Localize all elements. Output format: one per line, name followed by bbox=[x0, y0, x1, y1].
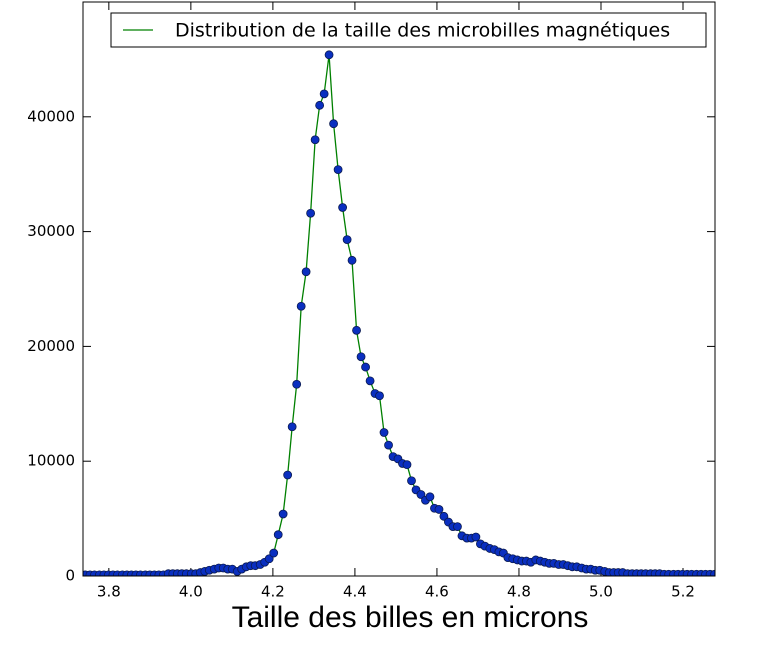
data-point bbox=[264, 554, 274, 564]
data-point bbox=[287, 422, 297, 432]
data-point bbox=[333, 165, 343, 175]
y-tick-label: 20000 bbox=[27, 337, 75, 355]
x-tick-label: 4.2 bbox=[261, 583, 285, 601]
y-tick-label: 10000 bbox=[27, 452, 75, 470]
data-point bbox=[329, 119, 338, 129]
x-axis-label: Taille des billes en microns bbox=[232, 601, 589, 634]
data-point bbox=[273, 530, 283, 540]
data-point bbox=[434, 505, 444, 514]
data-point bbox=[402, 460, 412, 470]
data-point bbox=[453, 522, 462, 532]
legend-box bbox=[110, 12, 707, 48]
data-point bbox=[269, 548, 279, 558]
data-point bbox=[425, 492, 435, 502]
x-tick-label: 4.4 bbox=[343, 583, 367, 601]
plot-frame bbox=[82, 1, 716, 577]
data-point bbox=[356, 352, 366, 362]
data-point bbox=[342, 235, 352, 245]
data-point bbox=[278, 509, 288, 519]
data-point bbox=[315, 100, 325, 110]
data-point bbox=[439, 511, 449, 521]
data-point bbox=[375, 391, 384, 401]
x-tick-label: 4.6 bbox=[425, 583, 449, 601]
y-tick-label: 40000 bbox=[27, 107, 75, 125]
data-point bbox=[365, 376, 375, 386]
data-point bbox=[310, 135, 320, 145]
data-point bbox=[283, 470, 293, 480]
legend: Distribution de la taille des microbille… bbox=[110, 12, 707, 48]
data-point bbox=[361, 362, 370, 372]
x-tick-label: 5.2 bbox=[671, 583, 695, 601]
data-point bbox=[338, 203, 348, 212]
data-point bbox=[407, 476, 416, 486]
y-tick-label: 30000 bbox=[27, 222, 75, 240]
data-point bbox=[416, 490, 426, 499]
data-point bbox=[319, 89, 329, 99]
data-point bbox=[352, 325, 361, 335]
data-point bbox=[384, 440, 393, 450]
data-point bbox=[471, 532, 481, 542]
data-point bbox=[324, 50, 334, 60]
legend-label: Distribution de la taille des microbille… bbox=[175, 20, 670, 42]
x-tick-label: 4.8 bbox=[507, 583, 531, 601]
data-point bbox=[296, 301, 306, 311]
plot-area bbox=[83, 50, 715, 576]
data-point bbox=[347, 255, 357, 265]
y-tick-label: 0 bbox=[65, 567, 75, 585]
x-tick-label: 3.8 bbox=[97, 583, 121, 601]
data-point bbox=[301, 267, 311, 277]
data-point bbox=[292, 379, 302, 389]
x-tick-label: 5.0 bbox=[589, 583, 613, 601]
data-line bbox=[85, 54, 715, 576]
data-point bbox=[379, 428, 389, 437]
x-tick-label: 4.0 bbox=[179, 583, 203, 601]
data-point bbox=[306, 208, 316, 218]
